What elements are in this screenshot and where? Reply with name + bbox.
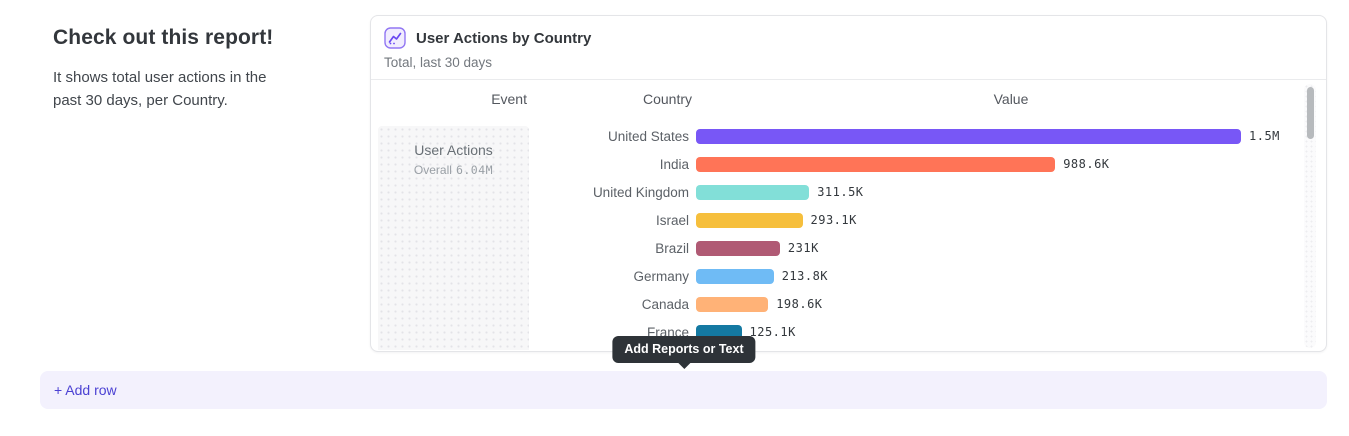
table-row: Brazil 231K	[371, 234, 1326, 262]
value-bar[interactable]	[696, 212, 803, 228]
table-row: Germany 213.8K	[371, 262, 1326, 290]
column-header-value[interactable]: Value	[993, 91, 1029, 107]
table-row: United States 1.5M	[371, 122, 1326, 150]
column-headers: Event Country Value	[371, 80, 1326, 118]
bar-cell: 231K	[696, 240, 1326, 256]
tile-description: It shows total user actions in the past …	[53, 69, 267, 109]
value-label: 988.6K	[1063, 157, 1110, 171]
table-row: France 125.1K	[371, 318, 1326, 346]
value-bar[interactable]	[696, 296, 769, 312]
value-bar[interactable]	[696, 240, 780, 256]
report-card[interactable]: User Actions by Country Total, last 30 d…	[370, 15, 1327, 352]
event-cell[interactable]: User Actions Overall 6.04M	[378, 126, 529, 350]
overall-label: Overall	[413, 163, 452, 177]
country-label: Canada	[641, 296, 689, 312]
value-bar[interactable]	[696, 268, 774, 284]
value-label: 213.8K	[781, 269, 829, 283]
add-row-button[interactable]: + Add row	[40, 371, 1327, 409]
bar-cell: 1.5M	[696, 128, 1326, 144]
bar-cell: 311.5K	[696, 184, 1326, 200]
report-title: User Actions by Country	[416, 29, 592, 47]
bar-cell: 198.6K	[696, 296, 1326, 312]
value-label: 231K	[787, 241, 819, 255]
text-tile[interactable]: Check out this report! It shows total us…	[53, 26, 303, 112]
event-name: User Actions	[414, 142, 493, 158]
value-label: 125.1K	[749, 325, 796, 339]
value-label: 293.1K	[810, 213, 857, 227]
table-row: United Kingdom 311.5K	[371, 178, 1326, 206]
bar-cell: 988.6K	[696, 156, 1326, 172]
report-card-header: User Actions by Country Total, last 30 d…	[371, 16, 1326, 80]
tooltip-label: Add Reports or Text	[624, 342, 744, 356]
value-bar[interactable]	[696, 184, 810, 200]
country-label: United States	[607, 128, 689, 144]
country-label: Brazil	[655, 240, 689, 256]
value-label: 1.5M	[1249, 129, 1280, 143]
add-reports-tooltip: Add Reports or Text	[612, 336, 756, 363]
country-label: India	[659, 156, 689, 172]
table-row: Canada 198.6K	[371, 290, 1326, 318]
bar-cell: 293.1K	[696, 212, 1326, 228]
value-bar[interactable]	[696, 128, 1241, 144]
value-label: 311.5K	[817, 185, 864, 199]
scrollbar-track[interactable]	[1304, 84, 1316, 348]
bar-chart: Event Country Value User Actions Overall…	[371, 80, 1326, 350]
value-bar[interactable]	[696, 156, 1056, 172]
add-row-label: + Add row	[54, 382, 117, 398]
table-row: India 988.6K	[371, 150, 1326, 178]
country-label: United Kingdom	[592, 184, 689, 200]
scrollbar-thumb[interactable]	[1306, 87, 1314, 139]
country-label: Germany	[633, 268, 689, 284]
line-chart-icon	[384, 27, 406, 49]
tile-heading: Check out this report!	[53, 26, 274, 49]
table-row: Israel 293.1K	[371, 206, 1326, 234]
value-label: 198.6K	[776, 297, 823, 311]
bar-cell: 213.8K	[696, 268, 1326, 284]
report-subtitle: Total, last 30 days	[384, 55, 493, 70]
country-label: Israel	[655, 212, 689, 228]
event-overall: Overall 6.04M	[378, 163, 529, 177]
chart-rows: United States 1.5M India 988.6K United Kingd…	[371, 118, 1326, 346]
column-header-event[interactable]: Event	[491, 91, 527, 107]
overall-value: 6.04M	[455, 163, 494, 177]
bar-cell: 125.1K	[696, 324, 1326, 340]
column-header-country[interactable]: Country	[642, 91, 692, 107]
